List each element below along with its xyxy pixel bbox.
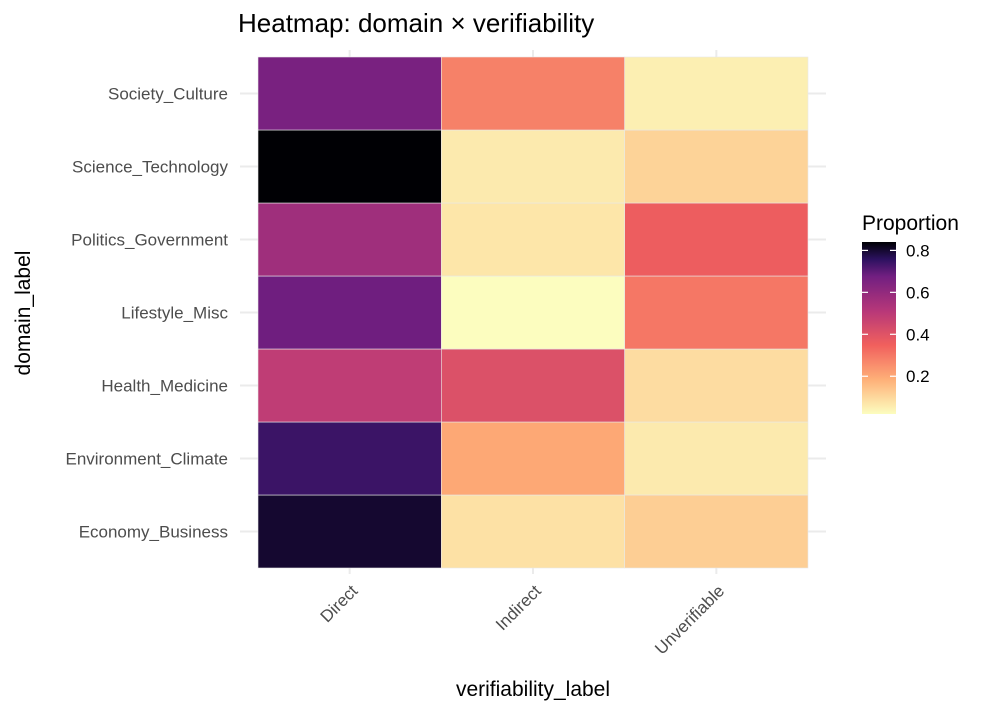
x-tick-label: Direct <box>317 581 362 626</box>
heatmap-cell <box>257 202 442 277</box>
chart-title: Heatmap: domain × verifiability <box>238 8 594 38</box>
heatmap-cell <box>257 56 442 131</box>
y-tick-label: Science_Technology <box>72 158 228 177</box>
heatmap-cell <box>441 56 625 131</box>
heatmap-cell <box>441 275 625 350</box>
y-tick-label: Society_Culture <box>108 85 228 104</box>
y-tick-label: Politics_Government <box>71 231 228 250</box>
heatmap-cell <box>257 129 442 204</box>
x-tick-label: Indirect <box>492 581 545 634</box>
heatmap-cell <box>441 494 625 569</box>
heatmap-cell <box>441 421 625 496</box>
x-tick-label: Unverifiable <box>651 581 728 658</box>
heatmap-cell <box>624 129 809 204</box>
heatmap-cell <box>441 202 625 277</box>
heatmap-cell <box>257 348 442 423</box>
x-axis-title: verifiability_label <box>456 678 610 701</box>
legend-colorbar <box>862 242 896 414</box>
heatmap-cell <box>624 202 809 277</box>
y-tick-label: Environment_Climate <box>65 450 228 469</box>
y-axis-title: domain_label <box>12 251 35 376</box>
heatmap-cell <box>441 348 625 423</box>
heatmap-cell <box>624 56 809 131</box>
y-tick-label: Lifestyle_Misc <box>121 304 228 323</box>
legend-tick-label: 0.8 <box>906 241 930 260</box>
legend-tick-label: 0.2 <box>906 367 930 386</box>
heatmap-cell <box>624 348 809 423</box>
legend-tick-label: 0.4 <box>906 325 930 344</box>
heatmap-cell <box>624 494 809 569</box>
heatmap-cell <box>257 275 442 350</box>
heatmap-cell <box>624 275 809 350</box>
heatmap-cell <box>257 421 442 496</box>
y-tick-label: Health_Medicine <box>101 377 228 396</box>
y-tick-label: Economy_Business <box>79 523 228 542</box>
legend-title: Proportion <box>862 212 959 235</box>
heatmap-cell <box>257 494 442 569</box>
heatmap-cell <box>624 421 809 496</box>
legend-tick-label: 0.6 <box>906 283 930 302</box>
heatmap-cell <box>441 129 625 204</box>
